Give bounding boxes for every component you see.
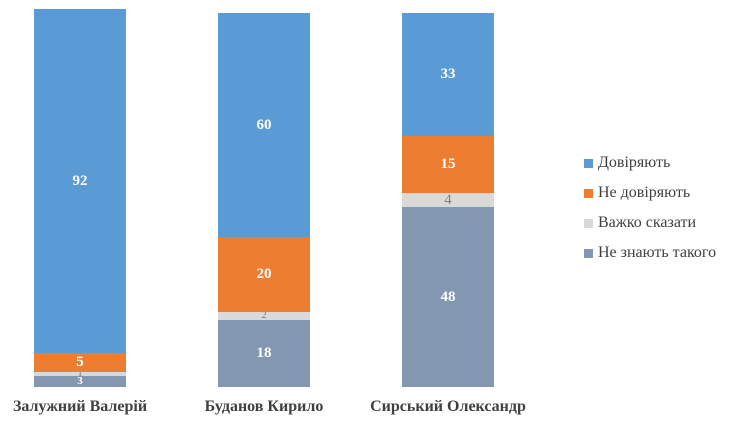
- legend-item: Не довіряють: [584, 178, 716, 208]
- legend-label: Не знають такого: [598, 244, 717, 261]
- bar-segment: 4: [402, 192, 494, 208]
- bar-segment: 33: [402, 13, 494, 137]
- bar-segment: 3: [34, 375, 126, 387]
- bar-segment: 18: [218, 319, 310, 387]
- legend-swatch-icon: [584, 248, 593, 258]
- bar-segment: 92: [34, 9, 126, 354]
- bar-segment: 5: [34, 353, 126, 373]
- bar-segment: 60: [218, 13, 310, 238]
- legend-label: Не довіряють: [598, 184, 691, 201]
- legend-label: Довіряють: [598, 154, 671, 171]
- category-label: Сирський Олександр: [370, 398, 526, 415]
- category-label: Буданов Кирило: [204, 398, 324, 415]
- legend-swatch-icon: [584, 188, 593, 198]
- bar-segment: 15: [402, 136, 494, 193]
- legend-swatch-icon: [584, 218, 593, 228]
- legend-item: Не знають такого: [584, 238, 716, 268]
- bar-segment: 20: [218, 237, 310, 313]
- legend-item: Довіряють: [584, 148, 716, 178]
- legend-item: Важко сказати: [584, 208, 716, 238]
- legend: Довіряють Не довіряють Важко сказати Не зна…: [584, 148, 716, 268]
- legend-swatch-icon: [584, 158, 593, 168]
- category-label: Залужний Валерій: [12, 398, 148, 415]
- legend-label: Важко сказати: [598, 214, 697, 231]
- bar-segment: 48: [402, 207, 494, 387]
- bar-segment: 1: [34, 368, 126, 379]
- bar-segment: 2: [218, 310, 310, 321]
